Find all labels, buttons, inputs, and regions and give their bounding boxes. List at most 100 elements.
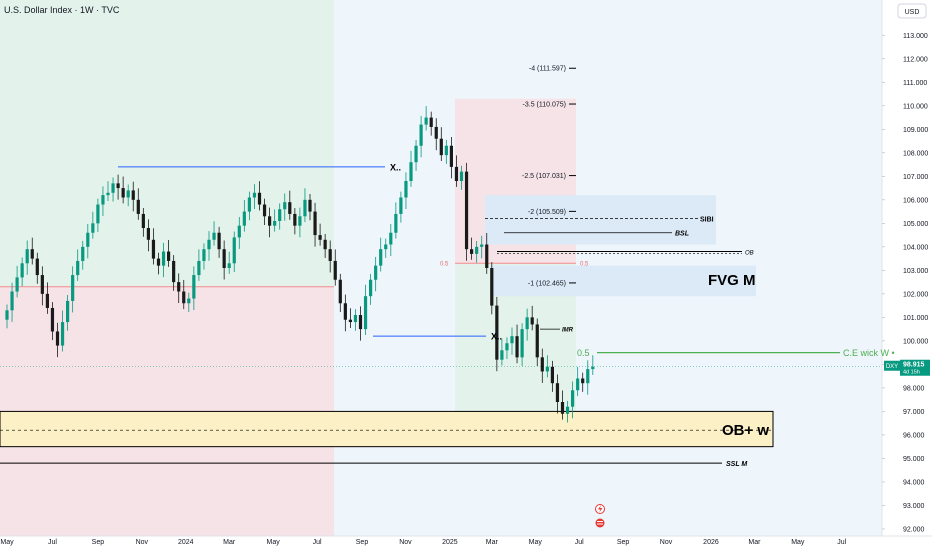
candle-body[interactable] — [591, 366, 595, 370]
candle-body[interactable] — [60, 322, 65, 346]
candle-body[interactable] — [288, 202, 292, 214]
candle-body[interactable] — [207, 239, 211, 250]
candle-body[interactable] — [449, 145, 453, 167]
candle-body[interactable] — [252, 192, 257, 198]
candle-body[interactable] — [86, 232, 90, 247]
candle-body[interactable] — [268, 216, 272, 226]
candle-body[interactable] — [369, 279, 373, 297]
candle-body[interactable] — [182, 291, 186, 304]
candle-body[interactable] — [293, 213, 297, 226]
candle-body[interactable] — [505, 343, 509, 351]
candle-body[interactable] — [439, 138, 443, 156]
candle-body[interactable] — [409, 162, 413, 182]
candle-body[interactable] — [576, 378, 580, 391]
candle-body[interactable] — [379, 249, 383, 266]
candle-body[interactable] — [50, 307, 55, 332]
candle-body[interactable] — [161, 251, 166, 266]
candle-body[interactable] — [151, 239, 156, 259]
candle-body[interactable] — [81, 246, 85, 261]
candle-body[interactable] — [530, 317, 534, 325]
candle-body[interactable] — [490, 268, 494, 306]
candle-body[interactable] — [581, 378, 585, 384]
candle-body[interactable] — [550, 366, 554, 384]
candle-body[interactable] — [586, 369, 590, 384]
candle-body[interactable] — [257, 192, 262, 205]
candle-body[interactable] — [480, 244, 484, 247]
currency-button[interactable]: USD — [897, 3, 927, 19]
candle-body[interactable] — [106, 192, 110, 196]
candle-body[interactable] — [358, 315, 363, 330]
candle-body[interactable] — [177, 282, 181, 292]
candle-body[interactable] — [247, 197, 251, 212]
candle-body[interactable] — [101, 195, 105, 205]
candle-body[interactable] — [500, 350, 504, 360]
candle-body[interactable] — [313, 211, 317, 236]
candle-body[interactable] — [187, 298, 191, 304]
candle-body[interactable] — [424, 117, 428, 125]
candle-body[interactable] — [262, 204, 267, 217]
candle-body[interactable] — [464, 171, 469, 250]
candle-body[interactable] — [227, 263, 231, 268]
candle-body[interactable] — [273, 220, 277, 226]
candle-body[interactable] — [520, 329, 524, 358]
candle-body[interactable] — [510, 336, 514, 344]
candle-body[interactable] — [545, 366, 549, 372]
candle-body[interactable] — [237, 225, 241, 238]
candle-body[interactable] — [308, 199, 312, 212]
candle-body[interactable] — [555, 383, 560, 402]
candle-body[interactable] — [535, 324, 539, 358]
candle-body[interactable] — [146, 228, 150, 240]
candle-body[interactable] — [278, 209, 282, 221]
candle-body[interactable] — [66, 300, 70, 323]
candle-body[interactable] — [222, 249, 226, 268]
candle-body[interactable] — [76, 260, 80, 276]
candle-body[interactable] — [232, 237, 236, 264]
candle-body[interactable] — [374, 265, 378, 280]
candle-body[interactable] — [303, 199, 307, 217]
candle-body[interactable] — [333, 260, 337, 280]
candle-body[interactable] — [419, 124, 423, 146]
candle-body[interactable] — [389, 232, 393, 245]
candle-body[interactable] — [167, 251, 171, 261]
candle-body[interactable] — [399, 197, 403, 214]
candle-body[interactable] — [192, 275, 196, 299]
candle-body[interactable] — [136, 199, 140, 214]
candle-body[interactable] — [363, 296, 368, 330]
candle-body[interactable] — [394, 213, 398, 233]
candle-body[interactable] — [343, 303, 347, 320]
candle-body[interactable] — [565, 406, 570, 414]
candle-body[interactable] — [96, 204, 100, 224]
candle-body[interactable] — [116, 183, 120, 189]
candle-body[interactable] — [156, 258, 161, 266]
candle-body[interactable] — [384, 244, 388, 250]
candle-body[interactable] — [515, 336, 519, 358]
candle-body[interactable] — [298, 216, 302, 226]
candle-body[interactable] — [55, 331, 60, 346]
candle-body[interactable] — [485, 244, 489, 268]
candle-body[interactable] — [495, 305, 499, 360]
candle-body[interactable] — [111, 183, 115, 193]
candle-body[interactable] — [197, 260, 201, 276]
candle-body[interactable] — [45, 293, 49, 308]
candle-body[interactable] — [283, 202, 287, 210]
candle-body[interactable] — [10, 291, 14, 311]
candle-body[interactable] — [525, 317, 529, 330]
candle-body[interactable] — [470, 249, 474, 254]
candle-body[interactable] — [404, 181, 408, 198]
us-flag-icon[interactable] — [595, 518, 605, 528]
candle-body[interactable] — [454, 166, 459, 182]
candle-body[interactable] — [172, 260, 176, 283]
candle-body[interactable] — [414, 145, 418, 163]
candle-body[interactable] — [571, 390, 575, 407]
candle-body[interactable] — [318, 235, 322, 240]
candle-body[interactable] — [429, 117, 433, 127]
candle-body[interactable] — [5, 310, 9, 320]
candle-body[interactable] — [15, 277, 19, 292]
candle-body[interactable] — [35, 258, 39, 276]
candle-body[interactable] — [328, 249, 332, 261]
candle-body[interactable] — [20, 263, 24, 278]
candle-body[interactable] — [338, 279, 342, 304]
candle-body[interactable] — [30, 249, 34, 259]
candle-body[interactable] — [540, 357, 544, 372]
